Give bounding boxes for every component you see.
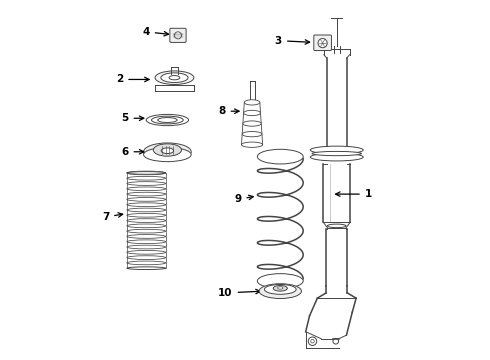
- Ellipse shape: [144, 143, 191, 161]
- FancyBboxPatch shape: [170, 28, 186, 42]
- Circle shape: [174, 32, 181, 39]
- Text: 5: 5: [122, 113, 144, 123]
- Text: 6: 6: [122, 147, 144, 157]
- Ellipse shape: [146, 114, 189, 126]
- Text: 7: 7: [102, 212, 122, 222]
- Ellipse shape: [127, 171, 166, 175]
- Ellipse shape: [242, 142, 263, 147]
- Ellipse shape: [127, 182, 166, 185]
- Ellipse shape: [127, 235, 166, 238]
- Text: 3: 3: [275, 36, 310, 46]
- Ellipse shape: [161, 73, 188, 82]
- Ellipse shape: [127, 224, 166, 228]
- Ellipse shape: [243, 121, 261, 126]
- Ellipse shape: [127, 219, 166, 222]
- Text: 2: 2: [116, 75, 149, 85]
- Ellipse shape: [127, 261, 166, 265]
- Ellipse shape: [153, 144, 181, 156]
- Ellipse shape: [257, 274, 303, 288]
- Ellipse shape: [144, 148, 191, 162]
- Ellipse shape: [312, 152, 362, 156]
- Ellipse shape: [273, 285, 287, 291]
- Ellipse shape: [127, 187, 166, 191]
- Ellipse shape: [127, 256, 166, 260]
- Circle shape: [318, 39, 327, 48]
- Text: 4: 4: [143, 27, 169, 37]
- Ellipse shape: [127, 192, 166, 196]
- Ellipse shape: [169, 76, 180, 80]
- Ellipse shape: [151, 116, 183, 124]
- Ellipse shape: [127, 198, 166, 201]
- Ellipse shape: [265, 284, 296, 294]
- Ellipse shape: [127, 203, 166, 207]
- Text: 8: 8: [219, 106, 239, 116]
- Ellipse shape: [127, 240, 166, 244]
- Ellipse shape: [158, 118, 177, 122]
- Ellipse shape: [127, 208, 166, 212]
- Ellipse shape: [127, 213, 166, 217]
- Ellipse shape: [244, 110, 261, 116]
- FancyBboxPatch shape: [314, 35, 331, 50]
- Ellipse shape: [155, 71, 194, 85]
- Ellipse shape: [161, 148, 173, 153]
- Ellipse shape: [127, 172, 166, 174]
- Ellipse shape: [127, 229, 166, 233]
- Text: 1: 1: [336, 189, 372, 199]
- Ellipse shape: [127, 245, 166, 249]
- Text: 9: 9: [234, 194, 253, 204]
- Ellipse shape: [245, 100, 260, 105]
- Ellipse shape: [257, 149, 303, 164]
- Ellipse shape: [259, 284, 301, 298]
- Ellipse shape: [127, 176, 166, 180]
- Ellipse shape: [242, 131, 262, 137]
- Ellipse shape: [127, 251, 166, 254]
- Ellipse shape: [310, 146, 363, 154]
- Ellipse shape: [310, 153, 363, 161]
- Ellipse shape: [127, 267, 166, 270]
- Ellipse shape: [327, 224, 346, 228]
- Text: 10: 10: [218, 288, 260, 298]
- Ellipse shape: [278, 287, 283, 289]
